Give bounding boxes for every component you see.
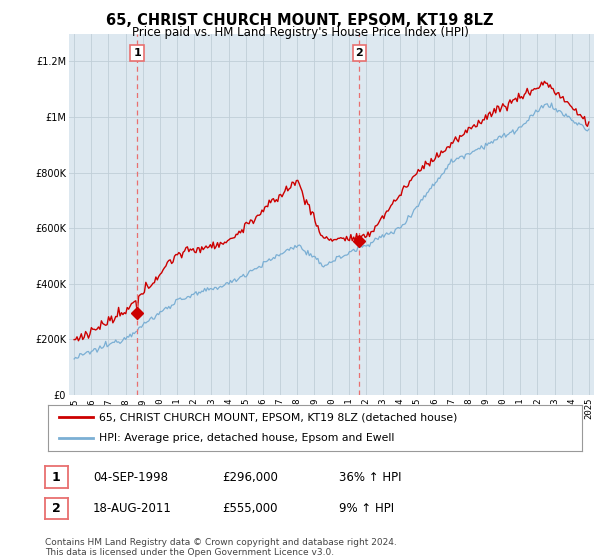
Text: 2: 2 bbox=[52, 502, 61, 515]
Text: Price paid vs. HM Land Registry's House Price Index (HPI): Price paid vs. HM Land Registry's House … bbox=[131, 26, 469, 39]
Text: 36% ↑ HPI: 36% ↑ HPI bbox=[339, 470, 401, 484]
Text: £296,000: £296,000 bbox=[222, 470, 278, 484]
Text: 04-SEP-1998: 04-SEP-1998 bbox=[93, 470, 168, 484]
Text: 2: 2 bbox=[356, 48, 364, 58]
Text: £555,000: £555,000 bbox=[222, 502, 277, 515]
Text: 18-AUG-2011: 18-AUG-2011 bbox=[93, 502, 172, 515]
Text: HPI: Average price, detached house, Epsom and Ewell: HPI: Average price, detached house, Epso… bbox=[99, 433, 394, 444]
Text: 65, CHRIST CHURCH MOUNT, EPSOM, KT19 8LZ (detached house): 65, CHRIST CHURCH MOUNT, EPSOM, KT19 8LZ… bbox=[99, 412, 457, 422]
Text: 9% ↑ HPI: 9% ↑ HPI bbox=[339, 502, 394, 515]
Text: 1: 1 bbox=[133, 48, 141, 58]
Text: Contains HM Land Registry data © Crown copyright and database right 2024.
This d: Contains HM Land Registry data © Crown c… bbox=[45, 538, 397, 557]
Text: 1: 1 bbox=[52, 470, 61, 484]
Text: 65, CHRIST CHURCH MOUNT, EPSOM, KT19 8LZ: 65, CHRIST CHURCH MOUNT, EPSOM, KT19 8LZ bbox=[106, 13, 494, 29]
